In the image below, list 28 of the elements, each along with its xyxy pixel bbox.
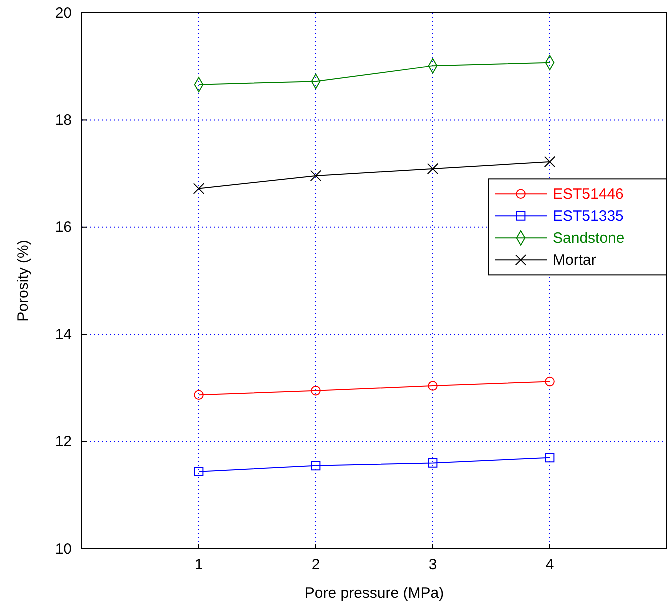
legend-label: Mortar xyxy=(553,252,596,270)
point xyxy=(311,461,321,471)
point xyxy=(427,163,439,175)
point xyxy=(194,390,204,400)
y-tick-label: 10 xyxy=(55,540,72,558)
point xyxy=(428,458,438,468)
point xyxy=(545,376,555,387)
legend-label: EST51335 xyxy=(553,208,624,226)
x-tick-label: 3 xyxy=(428,556,438,574)
x-axis-title: Pore pressure (MPa) xyxy=(304,585,444,602)
legend-label: Sandstone xyxy=(553,230,625,248)
x-tick-label: 1 xyxy=(194,556,204,574)
y-tick-label: 20 xyxy=(55,4,72,22)
x-tick-label: 2 xyxy=(312,556,320,574)
point xyxy=(544,156,556,168)
y-axis-title: Porosity (%) xyxy=(15,240,32,322)
x-tick-label: 4 xyxy=(546,556,554,574)
legend-label: EST51446 xyxy=(553,186,624,204)
point xyxy=(194,467,204,476)
y-tick-label: 18 xyxy=(55,112,72,129)
point xyxy=(311,386,321,396)
point xyxy=(428,381,438,391)
y-tick-label: 14 xyxy=(55,326,72,344)
point xyxy=(545,453,555,463)
y-tick-label: 16 xyxy=(55,219,72,236)
y-tick-label: 12 xyxy=(55,434,72,451)
point xyxy=(193,183,205,194)
point xyxy=(310,170,322,182)
